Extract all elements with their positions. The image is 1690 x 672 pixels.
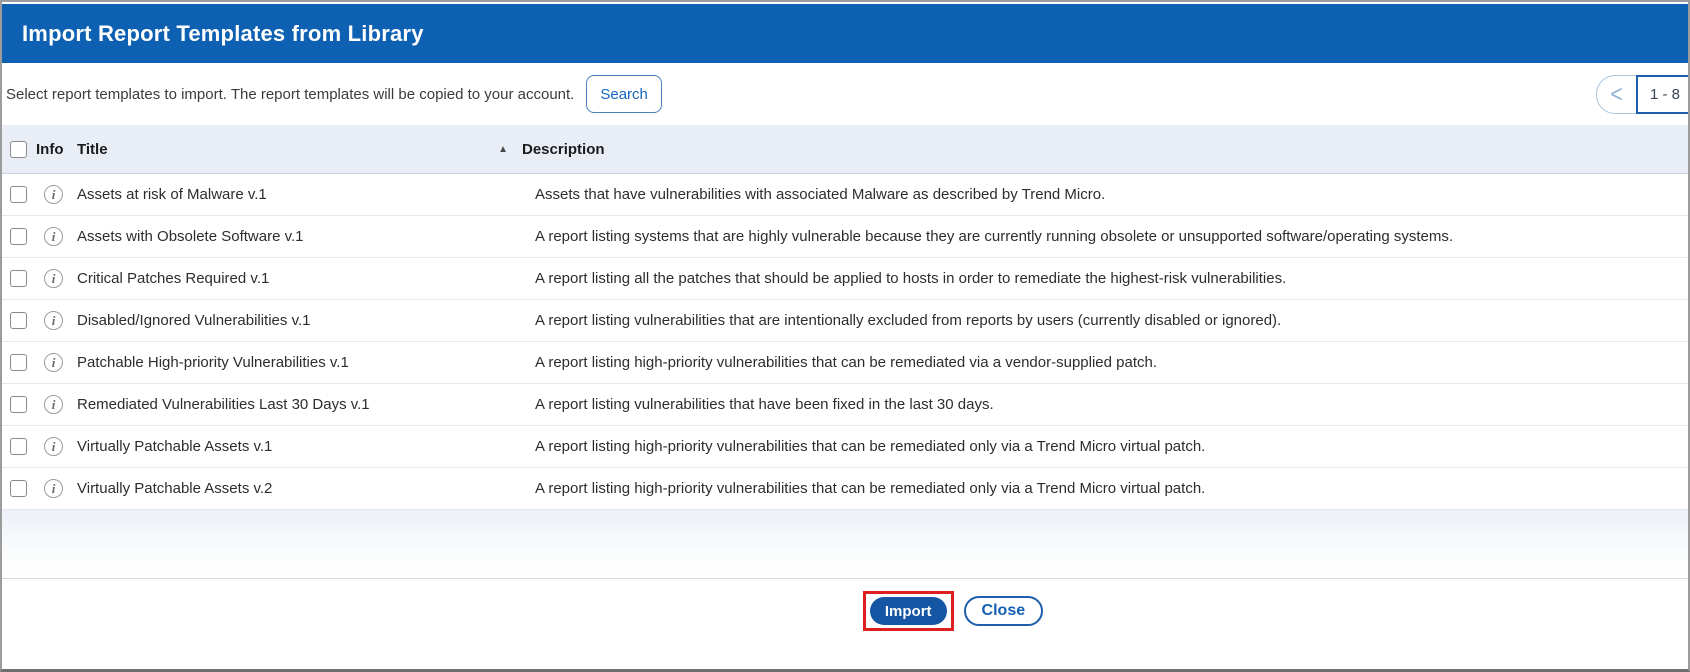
pagination-prev-button[interactable]: <	[1596, 75, 1637, 114]
row-checkbox[interactable]	[10, 480, 27, 497]
table-row: i Virtually Patchable Assets v.1 A repor…	[2, 426, 1688, 468]
row-checkbox[interactable]	[10, 186, 27, 203]
row-checkbox-cell	[2, 270, 36, 287]
row-info-cell: i	[36, 395, 74, 414]
table-body: i Assets at risk of Malware v.1 Assets t…	[2, 174, 1688, 510]
template-title: Virtually Patchable Assets v.2	[77, 480, 273, 497]
title-header-label: Title	[77, 140, 108, 158]
info-icon[interactable]: i	[44, 353, 63, 372]
row-checkbox[interactable]	[10, 354, 27, 371]
info-icon[interactable]: i	[44, 185, 63, 204]
toolbar: Select report templates to import. The r…	[2, 63, 1688, 125]
template-description: A report listing vulnerabilities that ha…	[535, 396, 994, 413]
chevron-left-icon: <	[1610, 81, 1623, 108]
info-icon[interactable]: i	[44, 479, 63, 498]
table-row: i Assets at risk of Malware v.1 Assets t…	[2, 174, 1688, 216]
pagination: < 1 - 8	[1596, 75, 1688, 114]
pagination-range: 1 - 8	[1636, 75, 1688, 114]
row-checkbox[interactable]	[10, 312, 27, 329]
table-row: i Critical Patches Required v.1 A report…	[2, 258, 1688, 300]
close-button[interactable]: Close	[963, 596, 1044, 626]
info-icon[interactable]: i	[44, 311, 63, 330]
row-info-cell: i	[36, 353, 74, 372]
table-header-description: Description	[522, 140, 605, 158]
template-description: A report listing vulnerabilities that ar…	[535, 312, 1282, 329]
row-checkbox-cell	[2, 312, 36, 329]
dialog-title: Import Report Templates from Library	[22, 20, 424, 46]
row-checkbox[interactable]	[10, 438, 27, 455]
table-row: i Virtually Patchable Assets v.2 A repor…	[2, 468, 1688, 510]
row-info-cell: i	[36, 479, 74, 498]
row-checkbox-cell	[2, 354, 36, 371]
template-title: Assets with Obsolete Software v.1	[77, 228, 304, 245]
table-row: i Remediated Vulnerabilities Last 30 Day…	[2, 384, 1688, 426]
row-info-cell: i	[36, 269, 74, 288]
table-header-info: Info	[36, 140, 64, 158]
row-info-cell: i	[36, 311, 74, 330]
table-row: i Patchable High-priority Vulnerabilitie…	[2, 342, 1688, 384]
info-icon[interactable]: i	[44, 269, 63, 288]
import-button[interactable]: Import	[869, 597, 947, 625]
row-checkbox-cell	[2, 228, 36, 245]
sort-ascending-icon: ▲	[498, 143, 508, 155]
search-button[interactable]: Search	[586, 75, 662, 113]
table-footer-spacer	[2, 510, 1688, 579]
template-title: Disabled/Ignored Vulnerabilities v.1	[77, 312, 311, 329]
template-description: A report listing all the patches that sh…	[535, 270, 1287, 287]
template-description: A report listing high-priority vulnerabi…	[535, 438, 1206, 455]
row-checkbox-cell	[2, 186, 36, 203]
template-title: Remediated Vulnerabilities Last 30 Days …	[77, 396, 370, 413]
table-header-title[interactable]: Title ▲	[74, 141, 517, 158]
info-icon[interactable]: i	[44, 437, 63, 456]
instruction-text: Select report templates to import. The r…	[6, 85, 575, 103]
template-title: Assets at risk of Malware v.1	[77, 186, 267, 203]
template-description: A report listing systems that are highly…	[535, 228, 1453, 245]
footer-button-group: Import Close	[862, 591, 1044, 631]
dialog-titlebar: Import Report Templates from Library	[2, 4, 1688, 63]
import-annotation-highlight: Import	[862, 591, 954, 631]
template-title: Critical Patches Required v.1	[77, 270, 270, 287]
dialog-footer: Import Close	[2, 579, 1688, 669]
template-title: Patchable High-priority Vulnerabilities …	[77, 354, 349, 371]
template-description: A report listing high-priority vulnerabi…	[535, 480, 1206, 497]
info-icon[interactable]: i	[44, 395, 63, 414]
row-info-cell: i	[36, 227, 74, 246]
select-all-checkbox[interactable]	[10, 140, 27, 158]
table-header-row: Info Title ▲ Description	[2, 125, 1688, 174]
row-checkbox-cell	[2, 480, 36, 497]
row-checkbox[interactable]	[10, 396, 27, 413]
info-icon[interactable]: i	[44, 227, 63, 246]
row-checkbox-cell	[2, 396, 36, 413]
table-row: i Assets with Obsolete Software v.1 A re…	[2, 216, 1688, 258]
row-checkbox[interactable]	[10, 270, 27, 287]
template-title: Virtually Patchable Assets v.1	[77, 438, 273, 455]
template-description: Assets that have vulnerabilities with as…	[535, 186, 1106, 203]
template-description: A report listing high-priority vulnerabi…	[535, 354, 1158, 371]
row-checkbox-cell	[2, 438, 36, 455]
row-info-cell: i	[36, 185, 74, 204]
table-row: i Disabled/Ignored Vulnerabilities v.1 A…	[2, 300, 1688, 342]
row-info-cell: i	[36, 437, 74, 456]
select-all-cell	[2, 140, 36, 158]
row-checkbox[interactable]	[10, 228, 27, 245]
